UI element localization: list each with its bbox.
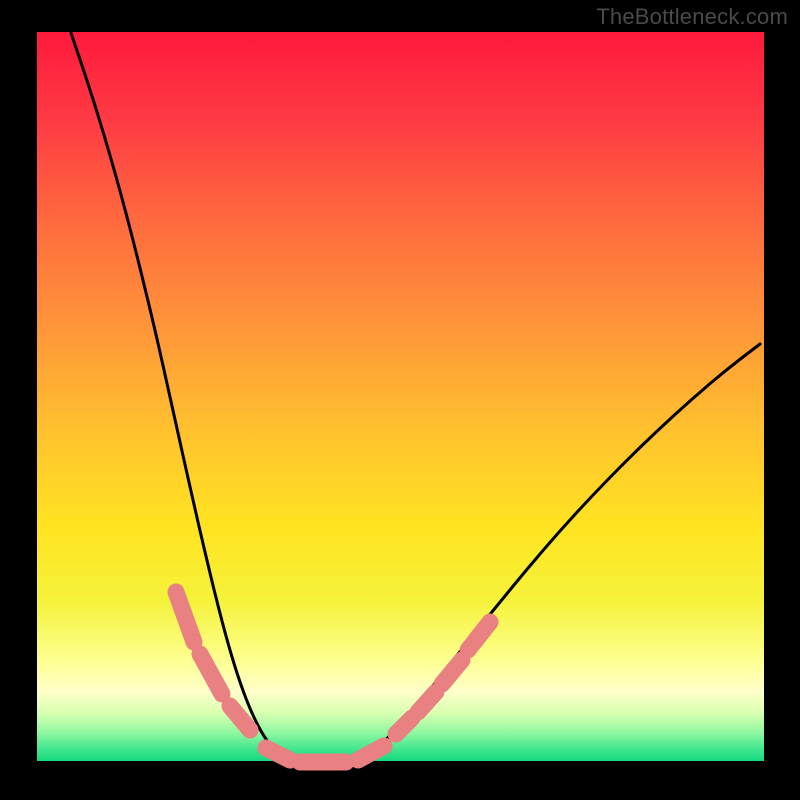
plot-svg: [0, 0, 800, 800]
gradient-background: [37, 32, 764, 761]
bottleneck-chart: TheBottleneck.com: [0, 0, 800, 800]
